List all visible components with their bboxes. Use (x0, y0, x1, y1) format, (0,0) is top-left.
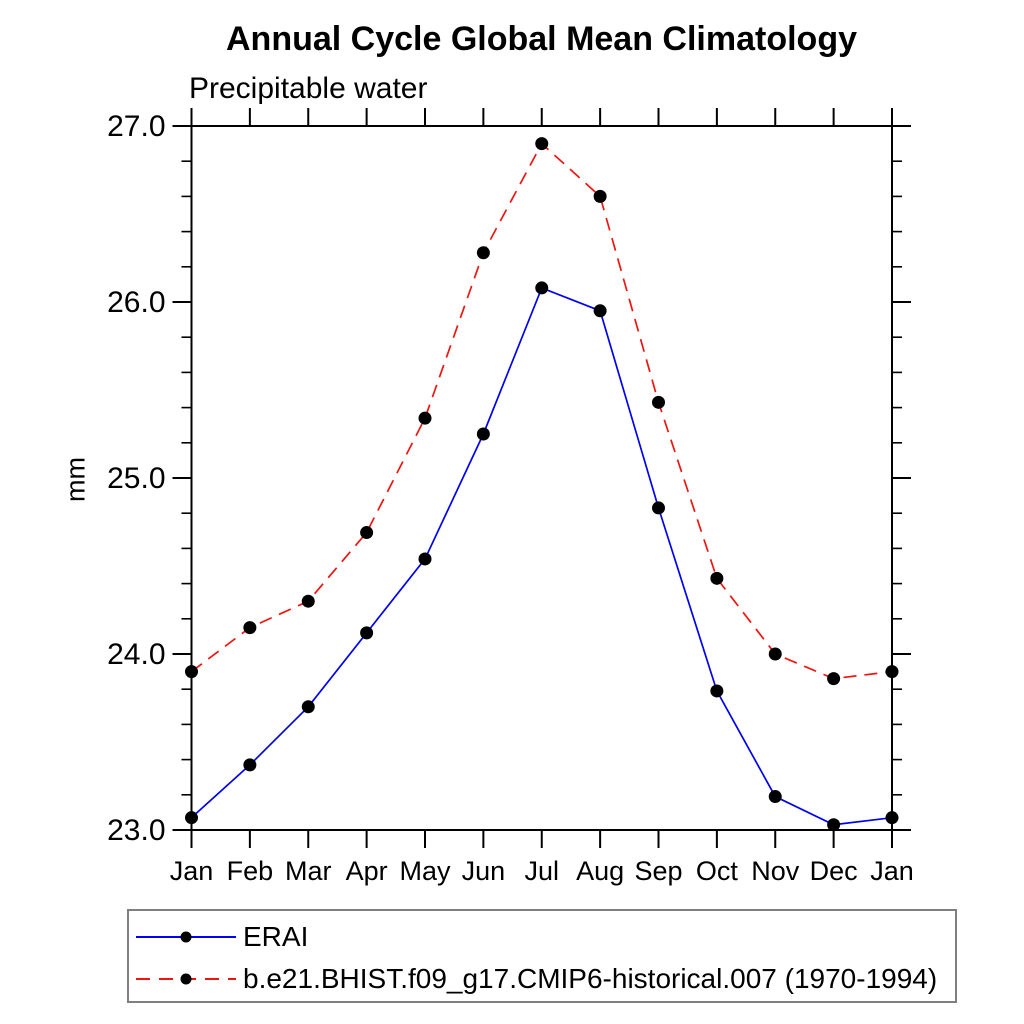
x-tick-label: Aug (576, 856, 624, 886)
data-point (885, 811, 899, 825)
data-point (535, 281, 549, 295)
x-tick-label: Sep (634, 856, 682, 886)
x-tick-label: Dec (810, 856, 858, 886)
chart-title: Annual Cycle Global Mean Climatology (226, 20, 857, 58)
data-point (185, 811, 198, 825)
y-tick-label: 27.0 (107, 110, 165, 143)
legend-dashed-line-sample (136, 973, 236, 985)
y-tick-label: 24.0 (107, 638, 165, 671)
legend-solid-line-sample (136, 931, 236, 943)
data-point (710, 684, 724, 698)
x-tick-label: Oct (696, 856, 739, 886)
data-point (360, 626, 374, 640)
chart-subtitle: Precipitable water (189, 72, 428, 105)
data-point (768, 790, 782, 804)
data-point (243, 621, 257, 635)
x-tick-label: Feb (227, 856, 274, 886)
data-point (418, 552, 432, 566)
legend-item-model: b.e21.BHIST.f09_g17.CMIP6-historical.007… (129, 958, 955, 1000)
data-point (418, 411, 432, 425)
x-tick-label: Mar (285, 856, 332, 886)
x-tick-label: Jan (870, 856, 914, 886)
plot-frame (190, 125, 893, 831)
y-tick-label: 25.0 (107, 462, 165, 495)
series-line-erai (190, 286, 893, 826)
data-point (476, 427, 490, 441)
x-tick-label: Apr (346, 856, 388, 886)
legend: ERAI b.e21.BHIST.f09_g17.CMIP6-historica… (127, 909, 957, 1003)
y-tick-label: 23.0 (107, 814, 165, 847)
x-tick-label: Jun (462, 856, 506, 886)
data-point (185, 665, 198, 679)
data-point (885, 665, 899, 679)
data-point (301, 700, 315, 714)
x-tick-label: Jul (524, 856, 559, 886)
data-point (535, 137, 549, 151)
data-point (827, 672, 841, 686)
plot-area: 23.0 24.0 25.0 26.0 27.0 Jan Feb Mar Apr May Jun Ju… (107, 108, 914, 886)
data-point (768, 647, 782, 661)
y-tick-label: 26.0 (107, 286, 165, 319)
legend-item-erai: ERAI (129, 916, 955, 958)
x-tick-label: Jan (170, 856, 214, 886)
data-point (710, 571, 724, 585)
series-line-model (190, 142, 893, 680)
x-tick-label: May (399, 856, 451, 886)
data-point (243, 758, 257, 772)
data-point (593, 304, 607, 318)
x-tick-label: Nov (751, 856, 800, 886)
data-point (652, 501, 665, 515)
legend-label-erai: ERAI (243, 921, 309, 952)
legend-label-model: b.e21.BHIST.f09_g17.CMIP6-historical.007… (243, 963, 938, 994)
data-point (827, 818, 841, 832)
data-point (301, 594, 315, 608)
data-point (593, 189, 607, 203)
data-point (360, 526, 374, 540)
data-point (652, 395, 665, 409)
data-point (476, 246, 490, 260)
